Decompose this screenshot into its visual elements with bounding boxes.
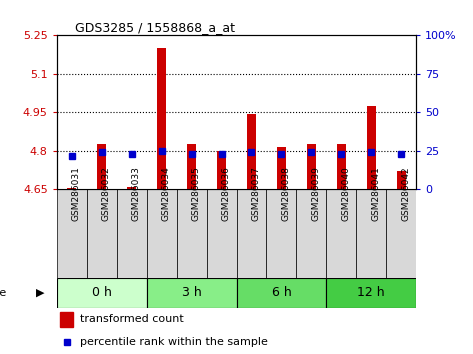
Text: GSM286031: GSM286031 xyxy=(72,166,81,221)
Bar xyxy=(61,312,73,327)
Bar xyxy=(337,144,346,189)
Bar xyxy=(97,144,106,189)
Text: GSM286036: GSM286036 xyxy=(221,166,230,221)
Bar xyxy=(307,144,316,189)
Text: GSM286041: GSM286041 xyxy=(371,166,380,221)
Bar xyxy=(127,187,136,189)
Text: 0 h: 0 h xyxy=(92,286,112,299)
FancyBboxPatch shape xyxy=(326,189,356,278)
FancyBboxPatch shape xyxy=(297,189,326,278)
FancyBboxPatch shape xyxy=(207,189,236,278)
Text: GSM286039: GSM286039 xyxy=(311,166,320,221)
Bar xyxy=(217,151,226,189)
Text: GDS3285 / 1558868_a_at: GDS3285 / 1558868_a_at xyxy=(75,21,235,34)
Text: GSM286037: GSM286037 xyxy=(252,166,261,221)
Text: 6 h: 6 h xyxy=(272,286,291,299)
FancyBboxPatch shape xyxy=(117,189,147,278)
Text: GSM286040: GSM286040 xyxy=(342,166,350,221)
FancyBboxPatch shape xyxy=(147,189,176,278)
Text: GSM286038: GSM286038 xyxy=(281,166,290,221)
Bar xyxy=(67,188,76,189)
Text: GSM286035: GSM286035 xyxy=(192,166,201,221)
FancyBboxPatch shape xyxy=(386,189,416,278)
FancyBboxPatch shape xyxy=(266,189,297,278)
Bar xyxy=(247,114,256,189)
Bar xyxy=(157,48,166,189)
FancyBboxPatch shape xyxy=(57,189,87,278)
Text: GSM286032: GSM286032 xyxy=(102,166,111,221)
Text: 12 h: 12 h xyxy=(358,286,385,299)
Text: 3 h: 3 h xyxy=(182,286,201,299)
Bar xyxy=(277,147,286,189)
Text: GSM286033: GSM286033 xyxy=(131,166,140,221)
FancyBboxPatch shape xyxy=(147,278,236,308)
FancyBboxPatch shape xyxy=(236,278,326,308)
FancyBboxPatch shape xyxy=(57,278,147,308)
FancyBboxPatch shape xyxy=(87,189,117,278)
Text: ▶: ▶ xyxy=(36,288,45,298)
Text: GSM286042: GSM286042 xyxy=(401,166,410,221)
Bar xyxy=(397,171,406,189)
Bar xyxy=(367,106,376,189)
FancyBboxPatch shape xyxy=(236,189,266,278)
Text: percentile rank within the sample: percentile rank within the sample xyxy=(80,337,268,347)
Text: GSM286034: GSM286034 xyxy=(162,166,171,221)
FancyBboxPatch shape xyxy=(176,189,207,278)
Bar xyxy=(187,144,196,189)
Text: time: time xyxy=(0,288,9,298)
FancyBboxPatch shape xyxy=(356,189,386,278)
FancyBboxPatch shape xyxy=(326,278,416,308)
Text: transformed count: transformed count xyxy=(80,314,184,325)
